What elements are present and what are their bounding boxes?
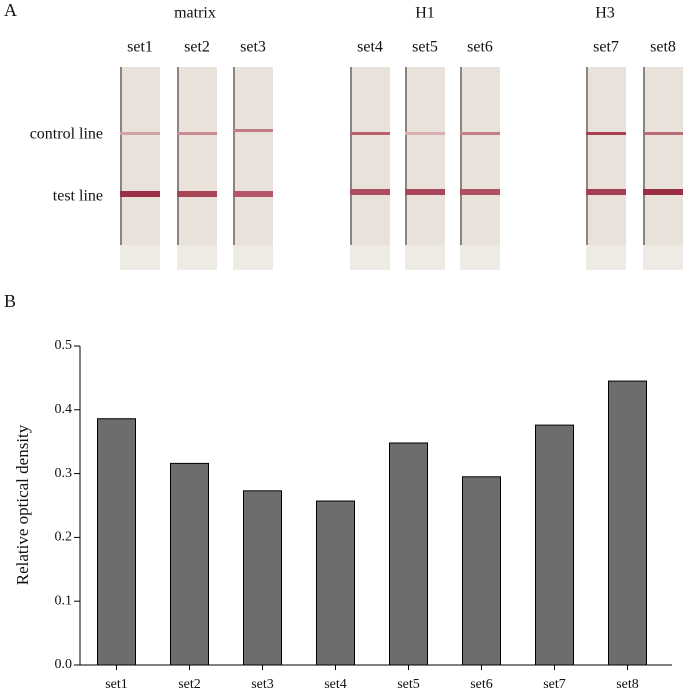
strip xyxy=(233,67,273,270)
y-tick-label: 0.1 xyxy=(55,593,73,608)
strip xyxy=(460,67,500,270)
test-line xyxy=(177,191,217,197)
row-label: test line xyxy=(53,188,103,205)
strip-shade xyxy=(405,67,407,270)
set-label: set4 xyxy=(357,39,383,56)
row-label: control line xyxy=(30,126,103,143)
control-line xyxy=(233,129,273,132)
strip xyxy=(177,67,217,270)
test-line xyxy=(350,189,390,195)
strip xyxy=(405,67,445,270)
strip xyxy=(586,67,626,270)
set-label: set5 xyxy=(412,39,438,56)
bar xyxy=(243,490,282,666)
strip-end xyxy=(643,245,683,270)
x-tick-label: set8 xyxy=(616,677,639,692)
control-line xyxy=(350,132,390,135)
group-label: H3 xyxy=(595,5,615,22)
strip xyxy=(120,67,160,270)
test-line xyxy=(405,189,445,195)
x-tick-label: set6 xyxy=(470,677,493,692)
set-label: set1 xyxy=(127,39,153,56)
x-tick-label: set5 xyxy=(397,677,420,692)
y-tick-label: 0.0 xyxy=(55,657,73,672)
set-label: set6 xyxy=(467,39,493,56)
set-label: set3 xyxy=(240,39,266,56)
x-tick-label: set1 xyxy=(105,677,128,692)
strip-end xyxy=(350,245,390,270)
set-label: set8 xyxy=(650,39,676,56)
test-line xyxy=(233,191,273,197)
strip xyxy=(350,67,390,270)
strip xyxy=(643,67,683,270)
bar xyxy=(462,476,501,666)
group-label: matrix xyxy=(174,5,216,22)
strip-end xyxy=(460,245,500,270)
test-line xyxy=(460,189,500,195)
bar xyxy=(170,462,209,666)
y-tick-label: 0.2 xyxy=(55,530,73,545)
bar xyxy=(316,500,355,666)
y-tick-label: 0.5 xyxy=(55,338,73,353)
strip-shade xyxy=(120,67,122,270)
strip-end xyxy=(120,245,160,270)
group-label: H1 xyxy=(415,5,435,22)
set-label: set2 xyxy=(184,39,210,56)
test-line xyxy=(586,189,626,195)
control-line xyxy=(405,132,445,135)
x-tick-label: set4 xyxy=(324,677,347,692)
strip-shade xyxy=(460,67,462,270)
control-line xyxy=(643,132,683,135)
y-tick-label: 0.3 xyxy=(55,466,73,481)
strip-end xyxy=(177,245,217,270)
y-axis-label: Relative optical density xyxy=(13,424,32,585)
strip-end xyxy=(233,245,273,270)
bar xyxy=(97,418,136,666)
x-tick-label: set2 xyxy=(178,677,201,692)
strip-shade xyxy=(177,67,179,270)
strip-end xyxy=(405,245,445,270)
panel-letter: B xyxy=(4,291,16,311)
x-tick-label: set7 xyxy=(543,677,566,692)
control-line xyxy=(177,132,217,135)
test-line xyxy=(120,191,160,197)
test-line xyxy=(643,189,683,195)
control-line xyxy=(586,132,626,135)
strip-shade xyxy=(643,67,645,270)
y-tick-label: 0.4 xyxy=(55,402,73,417)
strip-shade xyxy=(233,67,235,270)
strip-shade xyxy=(586,67,588,270)
strip-end xyxy=(586,245,626,270)
bar xyxy=(608,380,647,666)
panel-letter: A xyxy=(4,0,17,20)
bar xyxy=(535,424,574,666)
x-tick-label: set3 xyxy=(251,677,274,692)
control-line xyxy=(460,132,500,135)
strip-shade xyxy=(350,67,352,270)
bar xyxy=(389,442,428,666)
set-label: set7 xyxy=(593,39,619,56)
control-line xyxy=(120,132,160,135)
